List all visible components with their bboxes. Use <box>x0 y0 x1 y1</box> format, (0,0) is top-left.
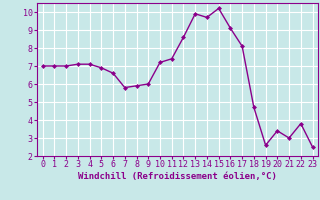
X-axis label: Windchill (Refroidissement éolien,°C): Windchill (Refroidissement éolien,°C) <box>78 172 277 181</box>
